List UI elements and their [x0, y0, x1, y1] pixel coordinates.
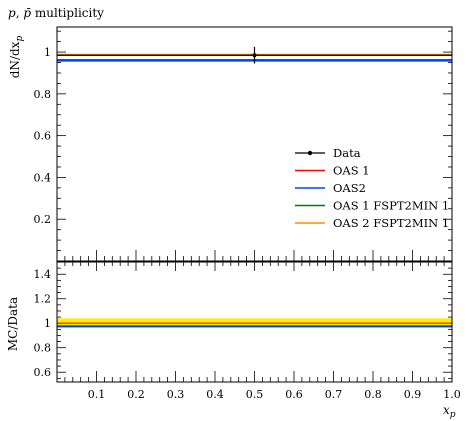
main-y-tick-label: 0.4	[34, 171, 52, 184]
x-tick-label: 0.2	[127, 388, 145, 401]
main-y-axis-label: dN/dxp	[8, 36, 25, 79]
x-tick-label: 0.1	[88, 388, 106, 401]
main-y-tick-label: 0.2	[34, 213, 52, 226]
main-y-ticks: 0.2 0.4 0.6 0.8 1	[34, 30, 452, 251]
ratio-y-axis-label: MC/Data	[6, 297, 20, 351]
legend-label: OAS2	[333, 181, 366, 195]
title-rest: multiplicity	[31, 6, 104, 20]
ratio-y-tick-label: 1.4	[34, 268, 52, 281]
title-pbar: p̄	[23, 6, 31, 20]
legend-label: OAS 1 FSPT2MIN 1	[333, 199, 449, 213]
title-p: p	[8, 6, 16, 20]
main-ylabel-sub: p	[15, 36, 25, 42]
xlabel-base: x	[443, 403, 450, 417]
title-sep: ,	[16, 6, 24, 20]
x-tick-label: 0.8	[364, 388, 382, 401]
main-y-tick-label: 1	[44, 46, 51, 59]
legend-data-marker	[307, 150, 313, 156]
x-tick-label: 0.5	[246, 388, 264, 401]
legend-label: Data	[333, 146, 361, 160]
ratio-y-tick-label: 0.8	[34, 342, 52, 355]
ratio-series-lines	[57, 322, 452, 328]
xlabel-sub: p	[450, 410, 456, 420]
chart-title: p, p̄ multiplicity	[8, 6, 104, 20]
ratio-panel-frame	[56, 261, 453, 383]
x-tick-label: 0.7	[325, 388, 343, 401]
x-tick-label: 0.3	[167, 388, 185, 401]
legend-label: OAS 1	[333, 164, 370, 178]
ratio-y-tick-label: 0.6	[34, 366, 52, 379]
ratio-y-tick-label: 1	[44, 317, 51, 330]
x-tick-label: 1.0	[443, 388, 461, 401]
main-panel-frame	[56, 26, 453, 262]
legend-label: OAS 2 FSPT2MIN 1	[333, 216, 449, 230]
x-tick-labels: 0.1 0.2 0.3 0.4 0.5 0.6 0.7 0.8 0.9 1.0	[88, 388, 461, 401]
ratio-y-tick-label: 1.2	[34, 293, 52, 306]
main-ylabel-base: dN/dx	[8, 41, 22, 78]
main-data-point	[57, 46, 452, 64]
main-x-ticks	[64, 250, 445, 261]
legend: Data OAS 1 OAS2 OAS 1 FSPT2MIN 1 OAS 2 FSPT2…	[295, 146, 449, 230]
main-panel: 0.2 0.4 0.6 0.8 1	[34, 26, 453, 262]
ratio-x-ticks	[64, 262, 445, 382]
x-tick-label: 0.6	[285, 388, 303, 401]
main-y-tick-label: 0.6	[34, 130, 52, 143]
x-axis-label: xp	[443, 403, 456, 420]
ratio-y-ticks: 0.6 0.8 1 1.2 1.4	[34, 267, 452, 379]
x-tick-label: 0.4	[206, 388, 224, 401]
ratio-panel: 0.6 0.8 1 1.2 1.4	[34, 261, 453, 383]
main-y-tick-label: 0.8	[34, 88, 52, 101]
data-marker	[252, 53, 257, 58]
x-tick-label: 0.9	[404, 388, 422, 401]
